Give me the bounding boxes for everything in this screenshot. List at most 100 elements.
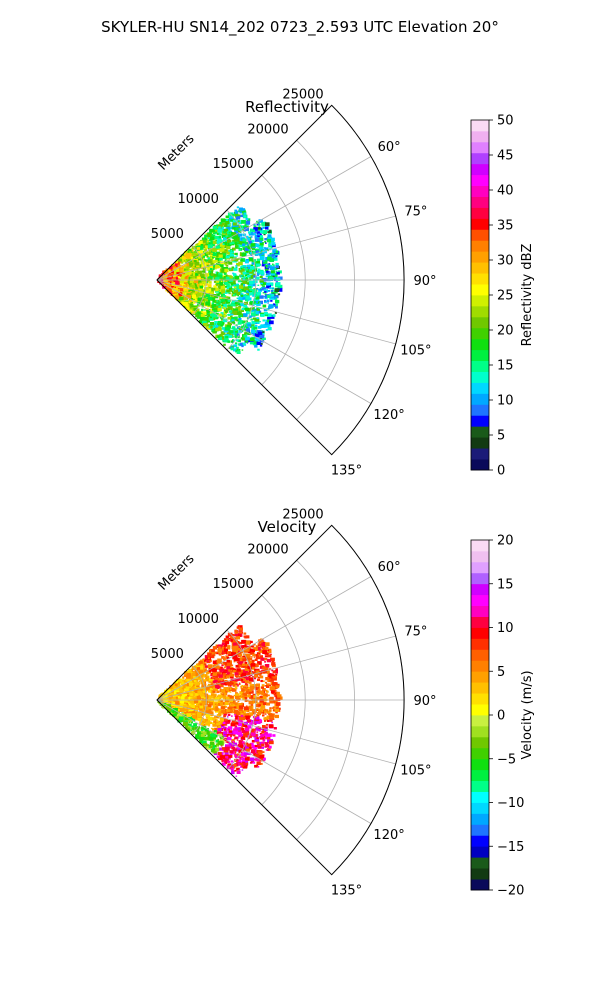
data-point	[243, 276, 246, 279]
data-point	[249, 648, 254, 652]
data-point	[200, 693, 205, 697]
data-point	[248, 231, 251, 234]
colorbar-segment	[471, 229, 489, 241]
data-point	[218, 224, 223, 229]
data-point	[215, 703, 219, 706]
data-point	[216, 278, 221, 283]
data-point	[204, 670, 207, 673]
data-point	[250, 730, 256, 734]
colorbar-tick-label: 20	[497, 324, 514, 339]
data-point	[222, 318, 228, 323]
data-point	[220, 246, 223, 249]
data-point	[266, 308, 270, 311]
data-point	[252, 248, 255, 251]
data-point	[250, 337, 255, 342]
data-point	[196, 304, 199, 306]
data-point	[217, 751, 222, 756]
data-point	[237, 303, 241, 306]
data-point	[224, 268, 229, 272]
data-point	[234, 241, 239, 246]
data-point	[184, 685, 187, 687]
data-point	[220, 277, 224, 281]
data-point	[220, 280, 223, 282]
data-point	[202, 323, 208, 327]
data-point	[261, 222, 267, 227]
data-point	[203, 674, 208, 678]
radial-gridline	[156, 215, 396, 281]
data-point	[208, 690, 212, 693]
colorbar-tick-label: 25	[497, 289, 514, 304]
data-point	[265, 646, 269, 650]
data-point	[275, 255, 277, 258]
data-point	[260, 679, 263, 682]
data-point	[268, 248, 272, 251]
data-point	[256, 276, 260, 280]
data-point	[278, 276, 283, 280]
data-point	[254, 737, 260, 742]
data-point	[260, 324, 266, 328]
data-point	[264, 247, 269, 251]
data-point	[159, 282, 163, 285]
data-point	[199, 289, 204, 294]
data-point	[243, 632, 247, 635]
data-point	[229, 242, 232, 245]
data-point	[276, 271, 280, 275]
data-point	[239, 762, 243, 766]
data-point	[266, 710, 271, 714]
data-point	[201, 665, 206, 669]
data-point	[259, 270, 264, 275]
data-point	[236, 675, 238, 677]
data-point	[245, 671, 251, 676]
data-point	[195, 305, 198, 307]
data-point	[260, 251, 265, 256]
data-point	[197, 297, 202, 302]
data-point	[189, 280, 194, 284]
data-point	[217, 229, 223, 233]
data-point	[200, 736, 205, 741]
data-point	[208, 305, 210, 307]
data-point	[276, 277, 281, 281]
data-point	[229, 709, 232, 712]
colorbar-segment	[471, 120, 489, 132]
data-point	[231, 291, 234, 293]
data-point	[254, 248, 256, 251]
data-point	[183, 685, 185, 688]
data-point	[241, 282, 244, 285]
data-point	[180, 714, 185, 718]
data-point	[219, 721, 222, 723]
colorbar-label: Reflectivity dBZ	[520, 244, 535, 347]
data-point	[229, 289, 233, 292]
data-point	[218, 644, 223, 649]
data-point	[227, 632, 233, 637]
data-point	[244, 682, 248, 685]
data-point	[267, 316, 271, 320]
data-point	[222, 650, 227, 654]
data-point	[183, 281, 187, 284]
data-point	[274, 294, 279, 299]
data-point	[262, 680, 265, 682]
data-point	[246, 742, 249, 744]
data-point	[268, 745, 272, 749]
data-point	[237, 700, 240, 703]
data-point	[166, 282, 170, 286]
data-point	[223, 644, 228, 647]
data-point	[200, 730, 204, 734]
data-point	[187, 729, 191, 732]
data-point	[210, 297, 216, 301]
data-point	[223, 306, 226, 309]
data-point	[224, 310, 226, 312]
colorbar-segment	[471, 426, 489, 438]
data-point	[253, 753, 257, 756]
data-point	[220, 218, 226, 222]
data-point	[265, 329, 268, 331]
data-point	[236, 307, 241, 311]
data-point	[238, 653, 243, 657]
data-point	[226, 324, 231, 329]
colorbar-tick-label: 30	[497, 254, 514, 269]
data-point	[197, 717, 202, 722]
data-point	[183, 714, 187, 717]
data-point	[214, 651, 217, 654]
data-point	[196, 669, 199, 672]
data-point	[258, 300, 263, 305]
data-point	[254, 715, 257, 718]
